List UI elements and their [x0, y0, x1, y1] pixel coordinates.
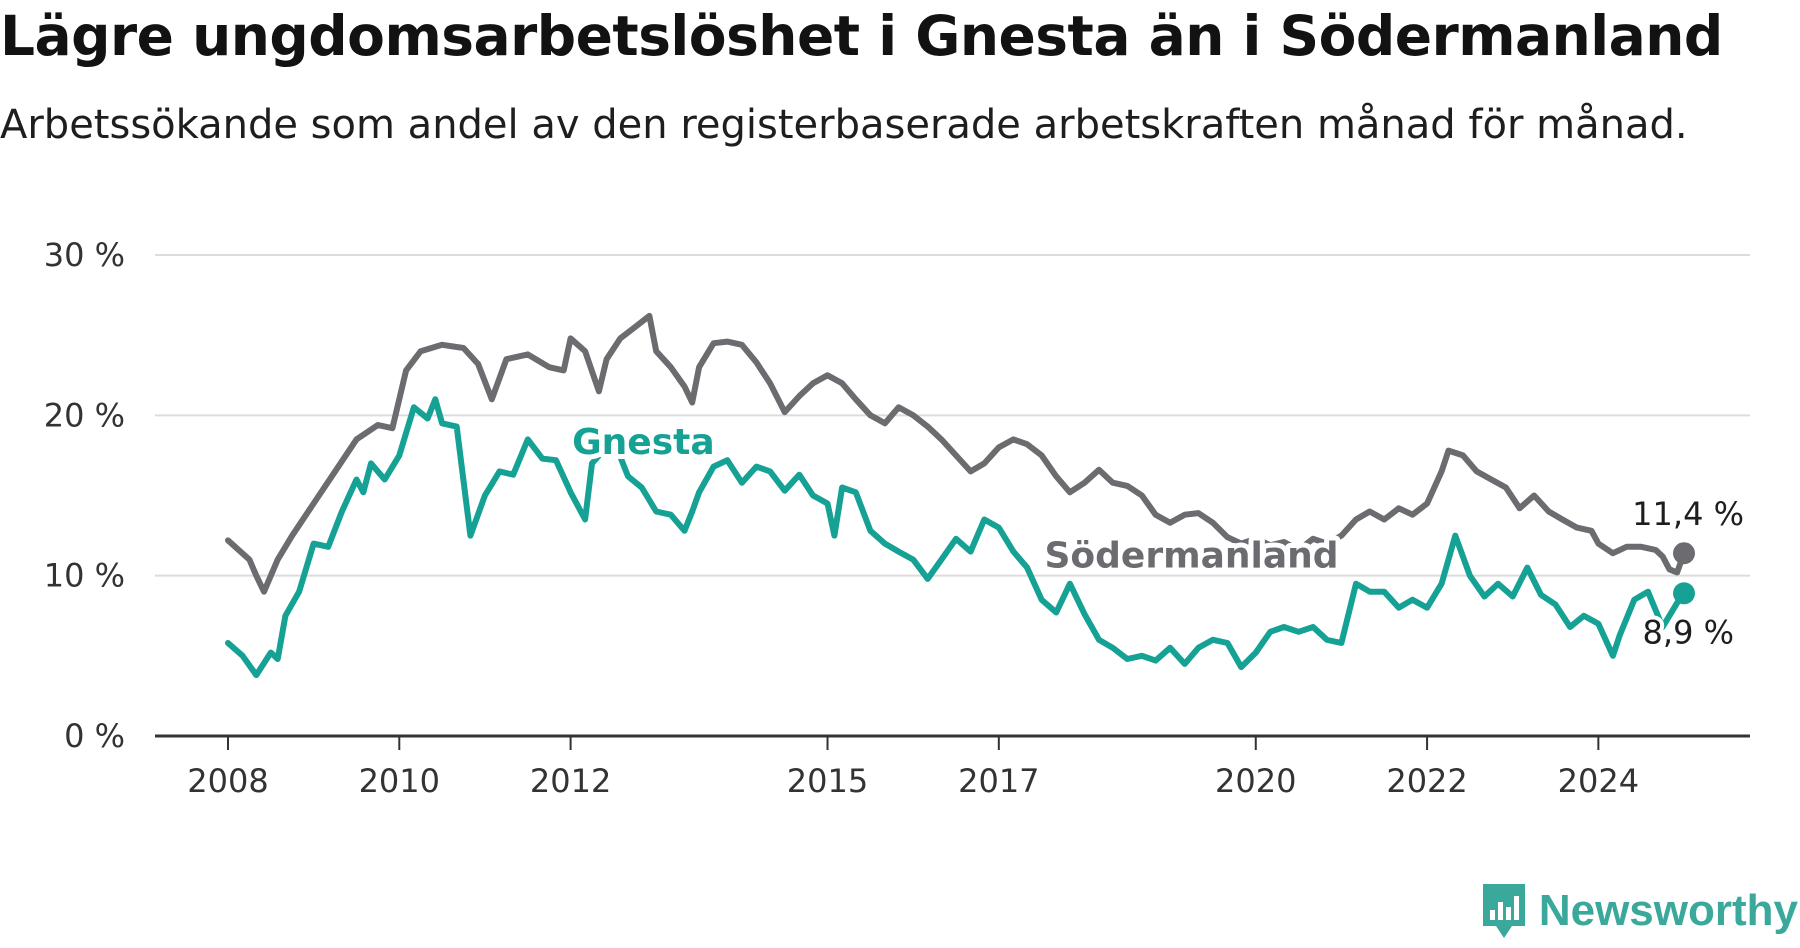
- x-tick-label: 2024: [1558, 762, 1639, 800]
- page-subtitle: Arbetssökande som andel av den registerb…: [0, 102, 1688, 148]
- page-title: Lägre ungdomsarbetslöshet i Gnesta än i …: [0, 4, 1723, 68]
- brand-name: Newsworthy: [1538, 886, 1798, 935]
- x-tick-label: 2015: [787, 762, 868, 800]
- x-tick-label: 2012: [530, 762, 611, 800]
- newsworthy-logo-icon: [1482, 884, 1525, 938]
- y-tick-label: 10 %: [44, 557, 125, 595]
- x-tick-label: 2010: [359, 762, 440, 800]
- end-value-label-gnesta: 8,9 %: [1643, 613, 1734, 651]
- y-axis-ticks: 0 % 10 % 20 % 30 %: [44, 236, 125, 755]
- end-marker-s-dermanland: [1673, 542, 1695, 565]
- brand[interactable]: Newsworthy: [1479, 880, 1798, 942]
- series-line-gnesta: [225, 396, 1687, 679]
- series-label-gnesta: Gnesta: [572, 422, 715, 463]
- x-tick-label: 2008: [187, 762, 268, 800]
- series-line-s-dermanland: [225, 312, 1687, 595]
- y-tick-label: 30 %: [44, 236, 125, 274]
- x-tick-label: 2017: [958, 762, 1039, 800]
- x-tick-label: 2020: [1215, 762, 1296, 800]
- x-axis-ticks: 2008 2010 2012 2015 2017 2020 2022 2024: [155, 734, 1750, 800]
- series-labels: Gnesta Södermanland 11,4 % 8,9 %: [567, 417, 1748, 655]
- end-value-label-sodermanland: 11,4 %: [1632, 495, 1744, 533]
- end-marker-gnesta: [1673, 582, 1695, 605]
- series-lines: [225, 312, 1695, 679]
- y-tick-label: 0 %: [64, 717, 125, 755]
- series-label-s-dermanland: Södermanland: [1044, 536, 1338, 577]
- y-tick-label: 20 %: [44, 396, 125, 434]
- x-tick-label: 2022: [1386, 762, 1467, 800]
